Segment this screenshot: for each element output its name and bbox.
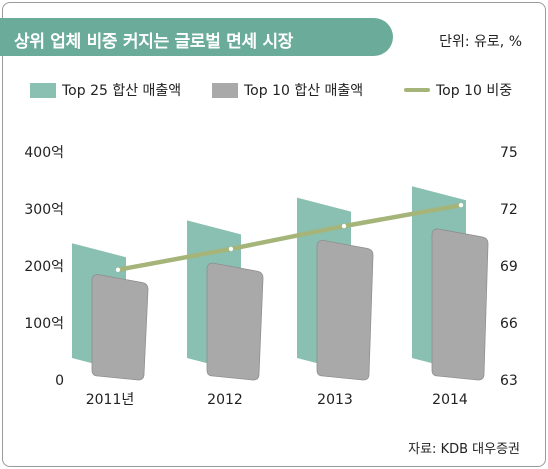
legend: Top 25 합산 매출액 Top 10 합산 매출액 Top 10 비중 (0, 80, 548, 104)
y-right-tick: 75 (500, 145, 518, 161)
legend-swatch-top25 (30, 82, 56, 98)
y-left-tick: 300억 (24, 202, 64, 218)
x-tick-label: 2012 (207, 392, 243, 408)
legend-swatch-top10 (212, 82, 238, 98)
line-point-top10-share (341, 223, 347, 229)
x-tick-label: 2011년 (86, 392, 135, 408)
y-left-tick: 0 (55, 373, 64, 389)
legend-label-share: Top 10 비중 (436, 83, 513, 99)
bar-top10 (431, 228, 489, 381)
y-right-tick: 63 (500, 373, 518, 389)
legend-swatch-share (404, 88, 430, 92)
legend-item-top10: Top 10 합산 매출액 (212, 80, 363, 100)
bar-top10 (206, 262, 264, 381)
x-tick-label: 2013 (317, 392, 353, 408)
source-note: 자료: KDB 대우증권 (408, 442, 520, 457)
chart-title: 상위 업체 비중 커지는 글로벌 면세 시장 (14, 32, 294, 52)
y-right-tick: 69 (500, 259, 518, 275)
legend-label-top25: Top 25 합산 매출액 (62, 83, 182, 99)
title-band (0, 18, 393, 56)
line-point-top10-share (458, 203, 464, 208)
y-right-tick: 72 (500, 202, 518, 218)
line-point-top10-share (228, 246, 234, 252)
bar-top10 (316, 239, 374, 381)
y-left-tick: 100억 (24, 316, 64, 332)
y-left-tick: 400억 (24, 145, 64, 161)
bar-top10 (91, 274, 149, 381)
line-point-top10-share (115, 267, 121, 272)
legend-label-top10: Top 10 합산 매출액 (244, 83, 364, 99)
series-line-top10-share (115, 202, 464, 273)
unit-label: 단위: 유로, % (439, 34, 522, 50)
legend-item-top25: Top 25 합산 매출액 (30, 80, 181, 100)
legend-item-share: Top 10 비중 (404, 80, 512, 100)
y-right-tick: 66 (500, 316, 518, 332)
y-left-tick: 200억 (24, 259, 64, 275)
x-tick-label: 2014 (432, 392, 468, 408)
